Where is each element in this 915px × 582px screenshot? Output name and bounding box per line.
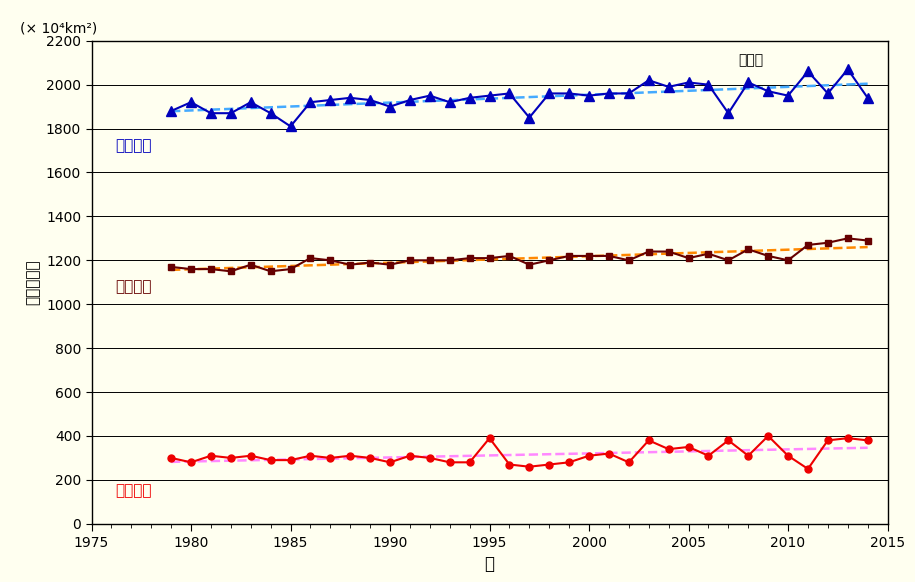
X-axis label: 年: 年: [485, 555, 494, 573]
Y-axis label: 海氷域面積: 海氷域面積: [26, 260, 40, 305]
Text: (× 10⁴km²): (× 10⁴km²): [20, 22, 97, 36]
Text: 年平均値: 年平均値: [115, 279, 152, 294]
Text: 年最小値: 年最小値: [115, 483, 152, 498]
Text: 南極域: 南極域: [738, 53, 763, 67]
Text: 年最大値: 年最大値: [115, 139, 152, 154]
